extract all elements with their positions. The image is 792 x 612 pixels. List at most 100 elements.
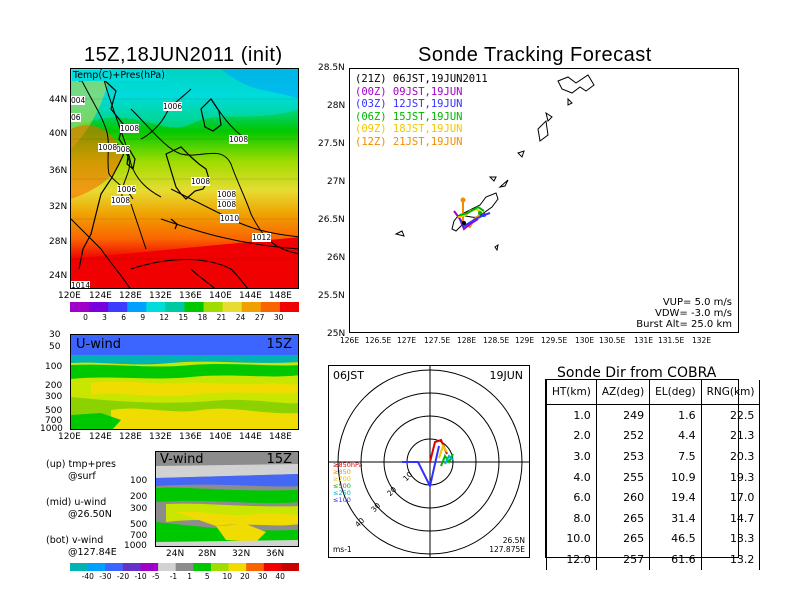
table-cell: 265 — [595, 507, 651, 529]
table-header-cell: HT(km) — [546, 380, 597, 405]
table-cell: 249 — [595, 404, 651, 426]
lat-label: 25.5N — [318, 291, 345, 301]
launch-entry: (06Z) 15JST,19JUN — [355, 110, 463, 123]
lat-label: 26.5N — [318, 215, 345, 225]
table-cell: 253 — [595, 446, 651, 467]
isobar-label: 1012 — [252, 233, 272, 242]
isobar-label: 06 — [71, 113, 81, 122]
colorbar-label: -20 — [116, 572, 130, 581]
isobar-label: 1008 — [217, 190, 237, 199]
colorbar-label: 1 — [187, 572, 193, 581]
colorbar-label: 30 — [273, 313, 284, 322]
colorbar-label: 27 — [254, 313, 265, 322]
lon-label: 120E — [58, 432, 81, 442]
table-title: Sonde Dir from COBRA — [557, 365, 717, 381]
table-row: 3.0 253 7.5 20.3 — [546, 446, 761, 467]
table-row: 2.0 252 4.4 21.3 — [546, 425, 761, 447]
note-head: (bot) v-wind — [46, 535, 104, 546]
panel-notes: (up) tmp+pres @surf (mid) u-wind @26.50N… — [46, 459, 117, 559]
colorbar-swatch — [70, 302, 90, 312]
colorbar-swatch — [222, 302, 243, 312]
isobar-label: 1008 — [120, 124, 140, 133]
colorbar-swatch — [246, 563, 265, 571]
colorbar-label: 20 — [240, 572, 250, 581]
isobar-label: 1008 — [98, 143, 118, 152]
table-cell: 1.6 — [649, 404, 702, 426]
isobar-label: 1008 — [217, 200, 237, 209]
table-cell: 12.0 — [546, 549, 597, 570]
table-cell: 19.4 — [649, 487, 702, 508]
lat-label: 27.5N — [318, 139, 345, 149]
launch-entry: (00Z) 09JST,19JUN — [355, 85, 463, 98]
polar-date: 19JUN — [489, 369, 523, 382]
level-label: 100 — [130, 476, 148, 486]
table-cell: 1.0 — [546, 404, 597, 426]
table-cell: 7.5 — [649, 446, 702, 467]
lon-label: 144E — [239, 432, 262, 442]
temp-colorbar: 0 3 6 9 12 15 18 21 24 27 30 — [70, 302, 299, 326]
level-entry: ≥850 — [333, 468, 351, 476]
table-cell: 2.0 — [546, 425, 597, 447]
lat-label: 44N — [49, 95, 68, 105]
level-label: 300 — [45, 392, 63, 402]
table-cell: 17.0 — [700, 487, 761, 508]
table-cell: 6.0 — [546, 487, 597, 508]
uwind-section: U-wind 15Z — [70, 334, 299, 430]
lat-label: 24N — [49, 271, 68, 281]
colorbar-swatch — [87, 563, 106, 571]
lon-label: 148E — [269, 432, 292, 442]
lon-label: 132E — [692, 336, 712, 345]
colorbar-label: 12 — [159, 313, 169, 322]
level-label: 500 — [130, 520, 148, 530]
table-cell: 260 — [595, 487, 651, 508]
table-cell: 8.0 — [546, 507, 597, 529]
uwind-label: U-wind — [76, 337, 121, 352]
table-header-cell: AZ(deg) — [595, 380, 651, 405]
table-cell: 46.5 — [649, 528, 702, 550]
table-cell: 10.9 — [649, 466, 702, 488]
polar-lon: 127.875E — [489, 545, 525, 554]
lon-label: 128E — [119, 432, 142, 442]
polar-plot: 06JST 19JUN 10 20 30 40 ≥850hPa ≥850 ≥70… — [328, 365, 530, 558]
lon-label: 128E — [119, 291, 142, 301]
colorbar-swatch — [203, 302, 224, 312]
level-entry: ≥850hPa — [333, 461, 363, 469]
colorbar-label: 10 — [222, 572, 233, 581]
left-map-title: 15Z,18JUN2011 (init) — [84, 44, 283, 66]
table-header-cell: RNG(km) — [700, 380, 761, 405]
param-line: VUP= 5.0 m/s — [662, 297, 732, 308]
level-label: 100 — [45, 362, 63, 372]
table-cell: 21.3 — [700, 425, 761, 447]
table-cell: 3.0 — [546, 446, 597, 467]
colorbar-label: -40 — [81, 572, 94, 581]
lat-label: 32N — [49, 202, 68, 212]
note-sub: @26.50N — [68, 509, 112, 520]
colorbar-swatch — [146, 302, 166, 312]
polar-time: 06JST — [333, 369, 364, 382]
lat-label: 32N — [232, 549, 251, 559]
colorbar-swatch — [279, 302, 299, 312]
vwind-section: V-wind 15Z — [155, 451, 299, 547]
level-label: 50 — [49, 342, 61, 352]
lat-label: 28.5N — [318, 63, 345, 73]
lon-label: 128.5E — [483, 336, 510, 345]
level-entry: ≤100 — [333, 496, 351, 504]
lat-label: 28N — [49, 237, 68, 247]
lon-label: 131E — [634, 336, 654, 345]
colorbar-label: 15 — [178, 313, 189, 322]
note-head: (mid) u-wind — [46, 497, 107, 508]
table-cell: 13.2 — [700, 549, 761, 570]
isobar-label: 1006 — [163, 102, 183, 111]
level-entry: ≥700 — [333, 475, 351, 483]
launch-legend: (21Z) 06JST,19JUN2011 (00Z) 09JST,19JUN … — [355, 73, 488, 148]
level-label: 700 — [130, 531, 148, 541]
isobar-label: 1010 — [220, 214, 240, 223]
lat-label: 24N — [166, 549, 185, 559]
table-cell: 20.3 — [700, 446, 761, 467]
table-row: 1.0 249 1.6 22.5 — [546, 404, 761, 426]
level-label: 1000 — [40, 424, 63, 434]
direction-table-frame: HT(km) AZ(deg) EL(deg) RNG(km) 1.0 249 1.6 22.… — [545, 379, 761, 570]
lat-label: 36N — [49, 166, 68, 176]
table-cell: 265 — [595, 528, 651, 550]
polar-lat: 26.5N — [502, 536, 525, 545]
